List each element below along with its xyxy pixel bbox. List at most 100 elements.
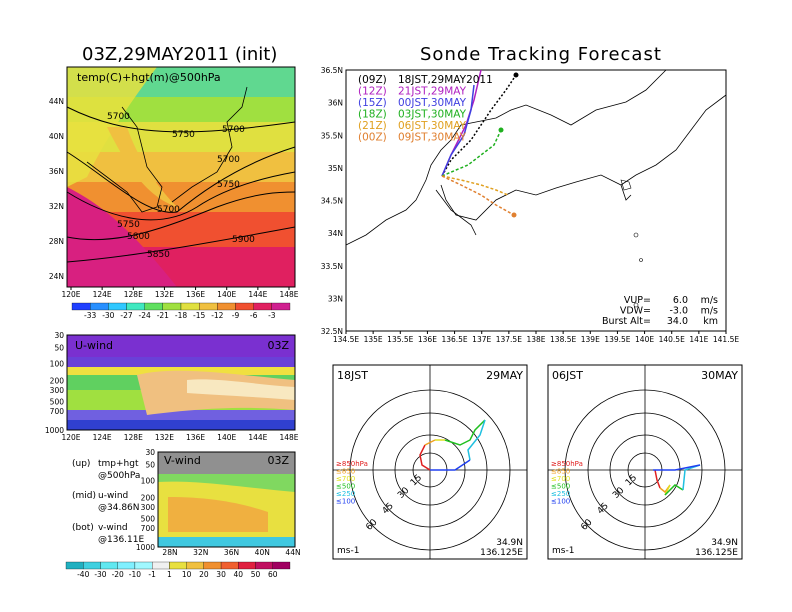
- colorbar-cell: [71, 302, 91, 311]
- uwind-x-tick: 144E: [248, 433, 267, 442]
- right-title: Sonde Tracking Forecast: [420, 44, 662, 65]
- hodo-trace: [664, 484, 684, 496]
- hodo-trace: [424, 439, 436, 446]
- track-code: (00Z): [358, 132, 387, 144]
- track-time: 03JST,30MAY: [398, 109, 467, 121]
- vwind-y-tick: 700: [141, 524, 156, 533]
- hodo-trace: [419, 444, 431, 471]
- burst-point: [513, 72, 519, 78]
- uwind-band: [67, 335, 295, 357]
- colorbar-label: -6: [250, 311, 258, 320]
- uwind-x-tick: 120E: [61, 433, 80, 442]
- track-lat-label: 33.5N: [321, 262, 343, 271]
- lat-tick-label: 28N: [49, 237, 64, 246]
- lon-tick-label: 136E: [186, 290, 205, 299]
- hodo-rings: [548, 365, 742, 559]
- vwind-y-tick: 1000: [136, 543, 155, 552]
- map500-panel: 5700 5750 5700 5700 5750 5700 5750 5800 5850 5900…: [49, 66, 299, 320]
- v-colorbar-label: -30: [94, 570, 106, 579]
- hodo-lon: 136.125E: [695, 548, 738, 558]
- note-prefix: (up): [72, 459, 90, 469]
- v-colorbar-cell: [83, 561, 101, 570]
- vwind-x-tick: 40N: [255, 548, 270, 557]
- coastline-south: [440, 94, 727, 221]
- v-colorbar-cell: [238, 561, 256, 570]
- info-key: Burst Alt=: [602, 316, 651, 327]
- hodo-time: 18JST: [337, 369, 368, 382]
- info-key: VUP=: [624, 295, 651, 306]
- island: [633, 302, 639, 308]
- uwind-x-tick: 136E: [186, 433, 205, 442]
- uwind-time: 03Z: [267, 339, 289, 352]
- vwind-frame: [157, 451, 296, 548]
- track-lat-label: 36N: [328, 99, 343, 108]
- v-colorbar-cell: [272, 561, 291, 570]
- colorbar-label: -33: [84, 311, 96, 320]
- hodo-lon: 136.125E: [480, 548, 523, 558]
- uwind-band: [67, 410, 295, 420]
- contour-label: 5750: [172, 130, 195, 140]
- height-contour: [66, 191, 296, 241]
- lon-tick-label: 148E: [279, 290, 298, 299]
- track-lat-label: 36.5N: [321, 66, 343, 75]
- note-prefix: (bot): [72, 523, 94, 533]
- colorbar-cell: [199, 302, 218, 311]
- track-lon-label: 139E: [581, 335, 600, 344]
- track-code: (21Z): [358, 120, 387, 132]
- hodo-legend: ≤850: [336, 468, 355, 476]
- lon-tick-label: 120E: [61, 290, 80, 299]
- hodo-unit: ms-1: [337, 546, 359, 556]
- uwind-x-tick: 140E: [217, 433, 236, 442]
- lon-tick-label: 140E: [217, 290, 236, 299]
- vwind-x-tick: 32N: [193, 548, 208, 557]
- info-value: 6.0: [673, 295, 688, 306]
- lat-tick-label: 44N: [49, 97, 64, 106]
- sonde-track: [441, 74, 517, 177]
- vwind-y-tick: 100: [141, 477, 156, 486]
- track-lon-label: 139.5E: [604, 335, 630, 344]
- info-unit: m/s: [701, 306, 718, 317]
- track-lat-label: 34.5N: [321, 197, 343, 206]
- hodo-trace: [430, 459, 471, 471]
- coastline-japan: [171, 86, 248, 203]
- contour-label: 5900: [232, 235, 255, 245]
- track-lon-label: 136.5E: [441, 335, 467, 344]
- contour-label: 5850: [147, 250, 170, 260]
- track-time: 18JST,29MAY2011: [398, 74, 493, 86]
- contour-label: 5700: [217, 155, 240, 165]
- hodo-legend: ≤500: [336, 483, 355, 491]
- vwind-band: [158, 537, 295, 547]
- uwind-x-tick: 124E: [93, 433, 112, 442]
- sonde-track: [441, 175, 509, 196]
- v-colorbar-label: -10: [129, 570, 141, 579]
- trough-region: [107, 127, 177, 207]
- track-time: 09JST,30MAY: [398, 132, 467, 144]
- colorbar-label: -24: [139, 311, 151, 320]
- info-value: -3.0: [669, 306, 688, 317]
- track-lon-label: 138E: [526, 335, 545, 344]
- island: [633, 232, 639, 238]
- hodo-unit: ms-1: [552, 546, 574, 556]
- track-lat-label: 34N: [328, 229, 343, 238]
- colorbar-cell: [162, 302, 182, 311]
- contour-label: 5800: [127, 232, 150, 242]
- vwind-y-tick: 500: [141, 515, 156, 524]
- height-contour: [66, 146, 296, 213]
- hodo-legend: ≤700: [336, 475, 355, 483]
- track-code: (18Z): [358, 109, 387, 121]
- contour-label: 5750: [217, 180, 240, 190]
- hodo-legend: ≤100: [551, 498, 570, 506]
- colorbar-label: -9: [232, 311, 240, 320]
- hodo-date: 30MAY: [701, 369, 738, 382]
- colorbar-label: -12: [211, 311, 223, 320]
- temp-band: [67, 182, 295, 212]
- lon-tick-label: 132E: [155, 290, 174, 299]
- track-lon-label: 137.5E: [496, 335, 522, 344]
- lat-tick-label: 40N: [49, 132, 64, 141]
- colorbar-cell: [90, 302, 109, 311]
- hodo-legend: ≤100: [336, 498, 355, 506]
- uwind-x-tick: 132E: [155, 433, 174, 442]
- uwind-y-tick: 200: [50, 377, 65, 386]
